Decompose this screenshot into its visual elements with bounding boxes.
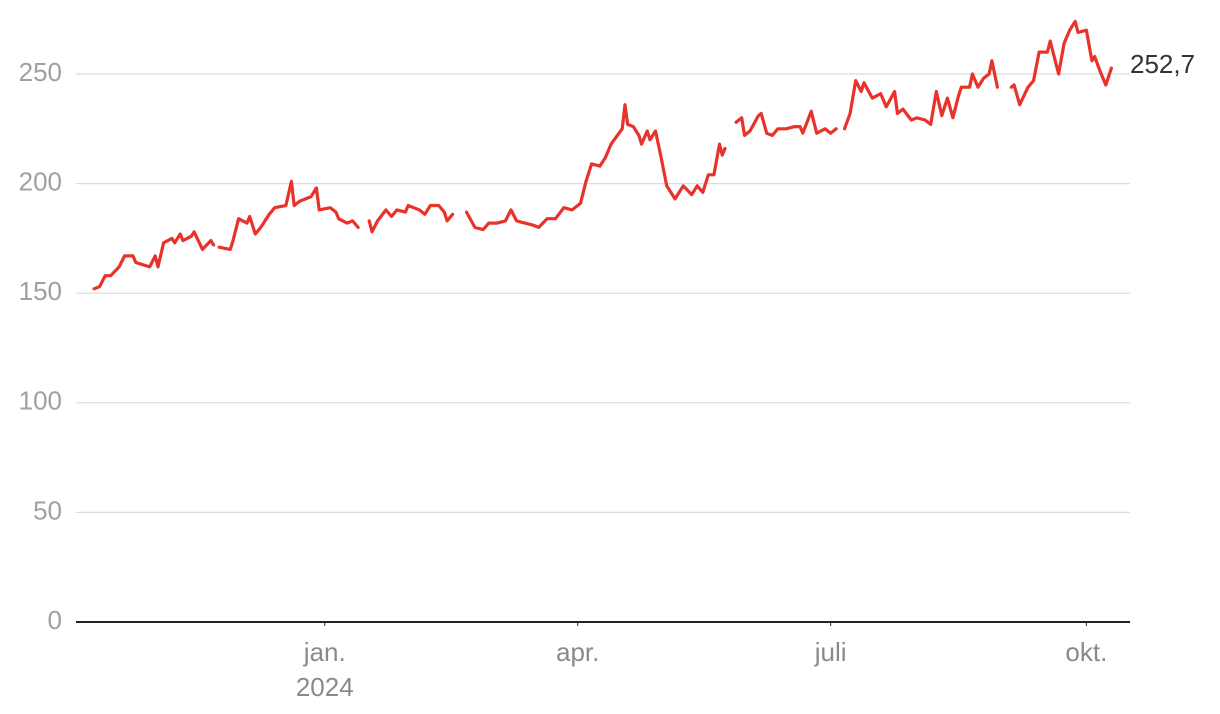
y-tick-label: 0: [48, 605, 62, 635]
y-tick-label: 50: [33, 495, 62, 525]
x-tick-label: okt.: [1065, 637, 1107, 667]
price-line: [92, 19, 1113, 291]
y-tick-label: 200: [19, 166, 62, 196]
y-tick-label: 150: [19, 276, 62, 306]
x-tick-label: apr.: [556, 637, 599, 667]
y-tick-label: 100: [19, 386, 62, 416]
x-tick-label: juli: [814, 637, 847, 667]
end-value-label: 252,7: [1130, 49, 1195, 79]
y-tick-label: 250: [19, 57, 62, 87]
x-tick-label: jan. 2024: [296, 637, 354, 702]
